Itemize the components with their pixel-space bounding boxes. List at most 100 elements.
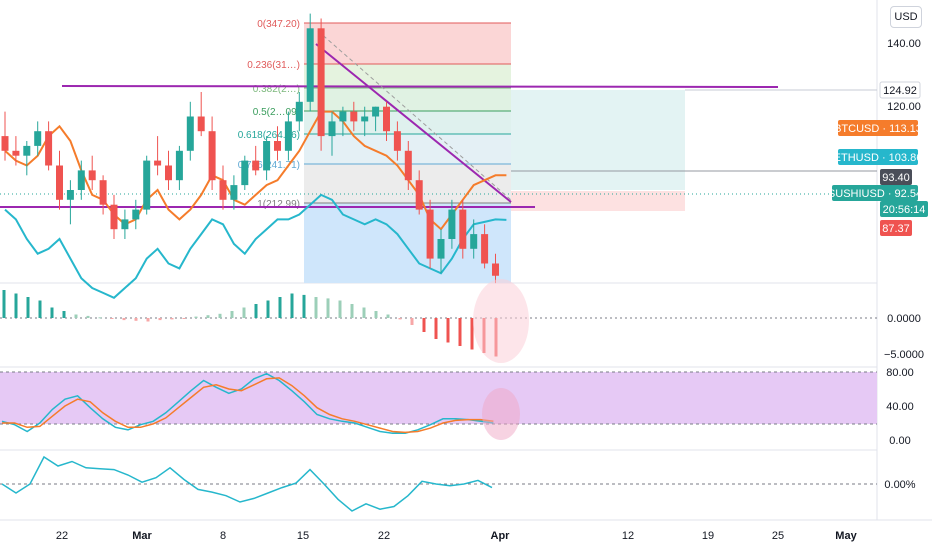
candle-body-9 [99, 180, 107, 205]
price-tag-bg-4 [832, 185, 918, 201]
macd-bar-38 [458, 318, 462, 346]
candle-body-6 [66, 190, 74, 200]
price-tag-5: 20:56:14 [883, 204, 926, 216]
macd-bar-15 [182, 318, 186, 319]
series-line-btcusd [4, 110, 507, 231]
macd-bar-19 [230, 311, 234, 318]
macd-bar-25 [302, 294, 306, 318]
price-tag-bg-3 [880, 169, 912, 185]
macd-bar-31 [374, 311, 378, 318]
macd-tick-1: −5.0000 [884, 349, 924, 361]
macd-bar-11 [134, 318, 138, 321]
candle-body-38 [415, 180, 423, 210]
comparison-series [4, 110, 507, 299]
candle-body-10 [110, 204, 118, 230]
stoch-band [0, 372, 877, 424]
fib-label-1: 0.236(31…) [247, 60, 300, 71]
osc-line [1, 455, 493, 512]
macd-bar-2 [26, 297, 30, 318]
candle-body-2 [23, 145, 31, 156]
price-tag-3: 93.40 [882, 172, 910, 184]
candle-body-8 [88, 170, 96, 181]
candle-body-32 [350, 111, 358, 122]
x-tick-4: 22 [378, 530, 390, 542]
stoch-tick-1: 40.00 [886, 401, 914, 413]
candle-body-35 [383, 106, 390, 132]
candle-body-0 [1, 136, 9, 151]
candle-body-40 [437, 239, 445, 259]
fib-label-0: 0(347.20) [257, 19, 300, 30]
macd-bar-8 [98, 317, 102, 319]
candle-body-43 [470, 234, 478, 249]
macd-bar-23 [278, 297, 282, 318]
stoch-tick-0: 80.00 [886, 367, 914, 379]
price-tag-0: 124.92 [883, 85, 917, 97]
candle-body-16 [175, 150, 183, 181]
candle-body-23 [252, 160, 260, 171]
macd-bar-28 [338, 300, 342, 318]
macd-bar-24 [290, 293, 294, 318]
fib-label-2: 0.382(2…) [253, 84, 300, 95]
price-tags: 124.92 BTCUSD · 113.13 ETHUSD · 103.86 93.4… [828, 81, 928, 236]
currency-button[interactable]: USD [890, 6, 922, 28]
macd-bar-6 [74, 314, 78, 318]
candle-body-5 [56, 165, 63, 200]
x-tick-3: 15 [297, 530, 309, 542]
macd-bar-36 [434, 318, 438, 339]
price-tag-4: SUSHIUSD · 92.54 [828, 188, 922, 200]
stoch-tick-2: 0.00 [889, 435, 910, 447]
price-tick-1: 120.00 [887, 101, 921, 113]
candle-body-41 [448, 209, 456, 239]
trend-line-dashed [317, 30, 512, 201]
macd-histogram [2, 290, 498, 357]
candle-body-39 [426, 209, 434, 259]
macd-bar-22 [266, 300, 270, 318]
macd-bar-30 [362, 307, 366, 318]
axis-texts: 140.00 120.00 0.0000 −5.0000 80.00 40.00 0.00 0… [56, 38, 924, 542]
fib-band-0 [304, 23, 511, 64]
candle-body-29 [317, 28, 325, 137]
price-tag-bg-5 [880, 201, 928, 217]
candle-body-13 [143, 160, 151, 210]
candle-body-24 [263, 141, 271, 171]
fib-label-6: 1(212.99) [257, 199, 300, 210]
candle-body-31 [339, 111, 347, 122]
candle-body-4 [45, 131, 53, 166]
stoch-d-line [2, 377, 494, 434]
candle-body-22 [241, 160, 249, 186]
candle-body-1 [12, 150, 20, 156]
candle-body-28 [306, 28, 314, 102]
macd-bar-10 [122, 318, 126, 321]
series-line-ethusd [4, 193, 507, 299]
macd-highlight [473, 279, 529, 363]
macd-bar-17 [206, 315, 210, 318]
macd-bar-5 [62, 311, 66, 318]
candle-body-14 [154, 160, 162, 166]
candle-body-44 [481, 234, 489, 264]
macd-bar-34 [410, 318, 414, 325]
candle-body-42 [459, 209, 467, 249]
candle-body-27 [295, 101, 303, 122]
fib-band-1 [304, 64, 511, 88]
macd-bar-7 [86, 315, 90, 318]
candle-body-7 [77, 170, 85, 190]
x-tick-1: Mar [132, 530, 152, 542]
fib-label-3: 0.5(2…09) [253, 107, 300, 118]
x-tick-9: May [835, 530, 857, 542]
macd-bar-26 [314, 297, 318, 318]
price-tag-bg-1 [838, 120, 918, 136]
x-tick-7: 19 [702, 530, 714, 542]
candle-body-17 [186, 116, 194, 151]
macd-tick-0: 0.0000 [887, 313, 921, 325]
candle-body-33 [361, 116, 369, 122]
candle-body-3 [34, 131, 42, 146]
candle-body-18 [197, 116, 205, 132]
drawing-zones [304, 23, 685, 283]
candle-body-12 [132, 209, 140, 220]
macd-bar-14 [170, 318, 174, 320]
macd-bar-20 [242, 307, 246, 318]
price-tag-bg-2 [838, 149, 918, 165]
macd-bar-37 [446, 318, 450, 343]
candle-body-11 [121, 219, 129, 230]
